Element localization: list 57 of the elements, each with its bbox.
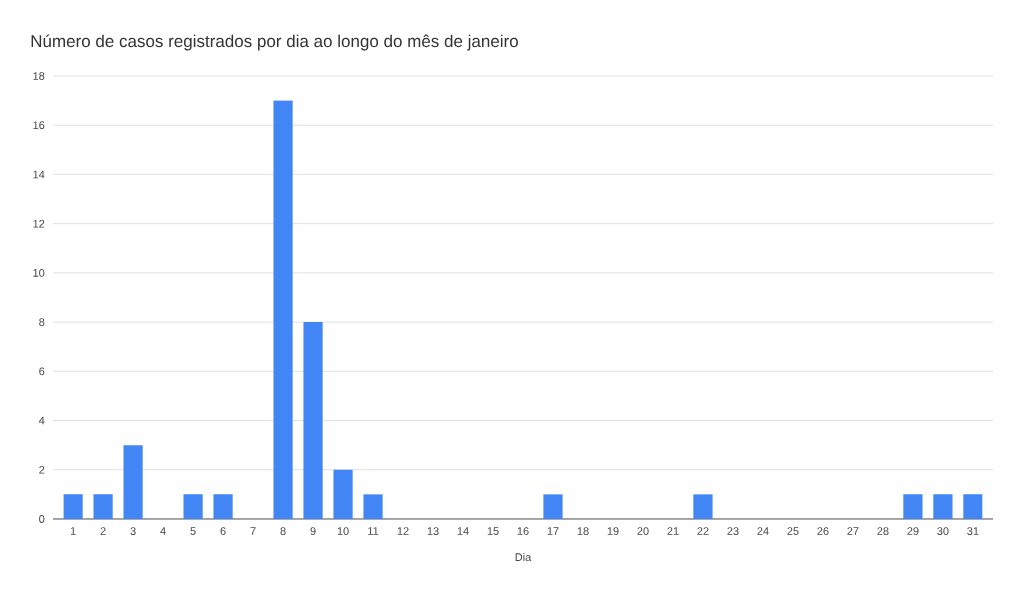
x-tick-label: 19 — [607, 527, 619, 535]
x-tick-label: 25 — [787, 527, 799, 535]
x-tick-label: 29 — [907, 527, 919, 535]
bar — [93, 494, 113, 519]
x-tick-label: 22 — [697, 527, 709, 535]
bar — [693, 494, 713, 519]
bar — [303, 322, 323, 519]
y-tick-label: 16 — [33, 121, 45, 130]
x-tick-label: 24 — [757, 527, 769, 535]
x-tick-label: 3 — [130, 527, 136, 535]
x-tick-label: 4 — [160, 527, 166, 535]
x-tick-label: 6 — [220, 527, 226, 535]
x-axis-title: Dia — [515, 552, 532, 562]
y-tick-label: 4 — [38, 416, 45, 425]
x-tick-label: 12 — [397, 527, 409, 535]
x-tick-label: 26 — [817, 527, 829, 535]
bar — [213, 494, 233, 519]
bar — [543, 494, 563, 519]
x-tick-label: 1 — [70, 527, 76, 535]
x-tick-label: 16 — [517, 527, 529, 535]
x-tick-label: 9 — [310, 527, 316, 535]
x-tick-label: 27 — [847, 527, 859, 535]
x-tick-label: 5 — [190, 527, 196, 535]
chart-title: Número de casos registrados por dia ao longo do mês de janeiro — [31, 34, 518, 51]
y-tick-label: 18 — [33, 72, 45, 80]
x-tick-label: 10 — [337, 527, 349, 535]
bar — [63, 494, 83, 519]
bar — [933, 494, 953, 519]
bar — [903, 494, 923, 519]
x-tick-label: 7 — [250, 527, 256, 535]
y-tick-label: 8 — [39, 318, 45, 326]
x-tick-label: 13 — [427, 527, 439, 535]
y-tick-label: 10 — [33, 268, 45, 277]
y-tick-label: 0 — [39, 515, 45, 523]
x-tick-label: 14 — [457, 527, 469, 535]
x-tick-label: 23 — [727, 527, 739, 535]
x-tick-label: 31 — [967, 527, 979, 535]
bar — [333, 469, 353, 519]
x-tick-label: 8 — [280, 527, 286, 535]
bar — [123, 445, 143, 519]
x-tick-label: 20 — [637, 527, 649, 535]
x-tick-label: 30 — [937, 527, 949, 535]
y-tick-label: 6 — [39, 367, 45, 376]
x-tick-label: 2 — [100, 527, 106, 535]
x-tick-label: 18 — [577, 527, 589, 535]
x-tick-label: 21 — [667, 527, 679, 535]
x-tick-label: 15 — [487, 527, 499, 535]
bar — [273, 100, 293, 519]
y-tick-label: 2 — [39, 465, 45, 474]
bar — [363, 494, 383, 519]
y-tick-label: 12 — [33, 219, 45, 228]
x-tick-label: 28 — [877, 527, 889, 535]
x-tick-label: 17 — [547, 527, 559, 535]
x-tick-label: 11 — [368, 527, 379, 535]
bar — [183, 494, 203, 519]
bar — [963, 494, 983, 519]
y-tick-label: 14 — [33, 170, 45, 179]
